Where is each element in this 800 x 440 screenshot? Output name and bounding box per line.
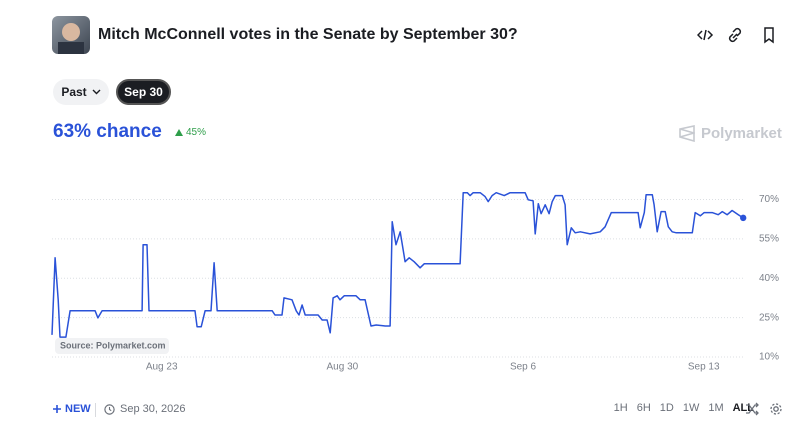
clock [104, 403, 115, 415]
chance: 63% chance [53, 121, 162, 142]
source: Source: Polymarket.com [60, 340, 166, 350]
market-image [52, 16, 90, 54]
x-tick-label: Aug 23 [146, 362, 178, 373]
brand-logo [679, 125, 695, 142]
range-button[interactable]: 1W [682, 402, 700, 414]
date-label: Sep 30 [124, 85, 163, 99]
chart: Source: Polymarket.com 10% 25% 40% 55% 70% Au… [51, 191, 779, 373]
past-dropdown[interactable]: Past [53, 79, 109, 105]
x-tick-label: Sep 6 [510, 362, 537, 373]
y-tick-label: 10% [759, 352, 779, 363]
market-title: Mitch McConnell votes in the Senate by S… [98, 26, 518, 43]
price-line [51, 191, 744, 338]
past-label: Past [61, 85, 87, 99]
x-tick-label: Sep 13 [688, 362, 720, 373]
new-badge: NEW [53, 403, 91, 415]
brand: Polymarket [679, 125, 782, 142]
end-date: Sep 30, 2026 [104, 403, 185, 415]
y-tick-label: 40% [759, 273, 779, 284]
chart-settings[interactable] [745, 402, 785, 416]
range-button[interactable]: 1D [659, 402, 674, 414]
header-actions[interactable] [697, 26, 779, 44]
date-pill[interactable]: Sep 30 [116, 79, 171, 105]
plus [53, 405, 61, 413]
change: 45% [175, 127, 206, 138]
end-date-label: Sep 30, 2026 [120, 403, 186, 415]
up-arrow [175, 129, 183, 136]
last-point [739, 214, 747, 222]
range-button[interactable]: 6H [636, 402, 651, 414]
y-tick-label: 25% [759, 312, 779, 323]
change-value: 45% [186, 127, 207, 138]
y-tick-label: 70% [759, 194, 779, 205]
separator [95, 403, 96, 417]
source-badge [55, 338, 169, 354]
new-label: NEW [65, 403, 91, 415]
range-button[interactable]: 1H [613, 402, 628, 414]
chevron [92, 89, 101, 95]
x-tick-label: Aug 30 [327, 362, 359, 373]
range-button[interactable]: 1M [708, 402, 724, 414]
brand-name: Polymarket [701, 125, 782, 142]
range-buttons: 1H 6H 1D 1W 1M ALL [614, 402, 754, 414]
y-tick-label: 55% [759, 234, 779, 245]
